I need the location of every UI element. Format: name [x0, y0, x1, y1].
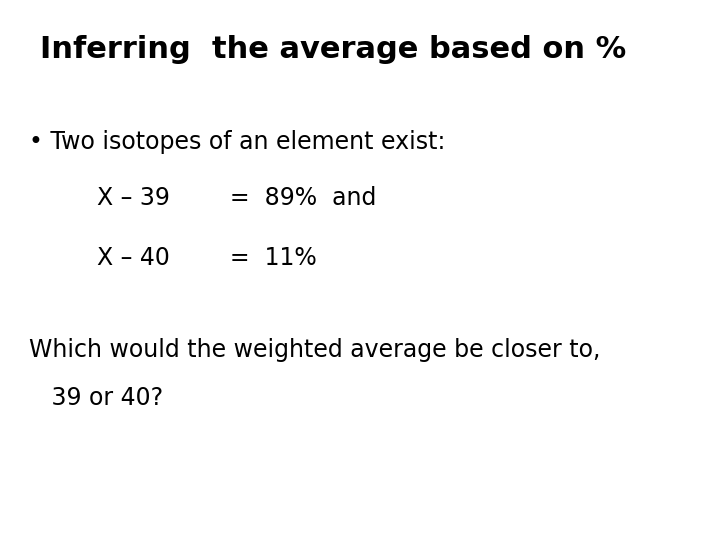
Text: X – 39        =  89%  and: X – 39 = 89% and [97, 186, 377, 210]
Text: 39 or 40?: 39 or 40? [29, 386, 163, 410]
Text: Which would the weighted average be closer to,: Which would the weighted average be clos… [29, 338, 600, 361]
Text: X – 40        =  11%: X – 40 = 11% [97, 246, 317, 269]
Text: • Two isotopes of an element exist:: • Two isotopes of an element exist: [29, 130, 445, 153]
Text: Inferring  the average based on %: Inferring the average based on % [40, 35, 626, 64]
